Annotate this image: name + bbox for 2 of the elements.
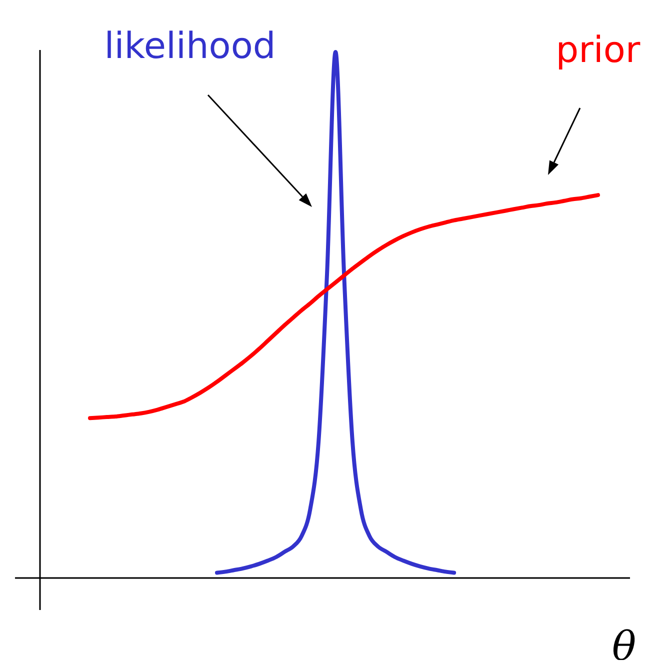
text: prior	[556, 30, 640, 71]
series-label: likelihood	[104, 26, 276, 67]
